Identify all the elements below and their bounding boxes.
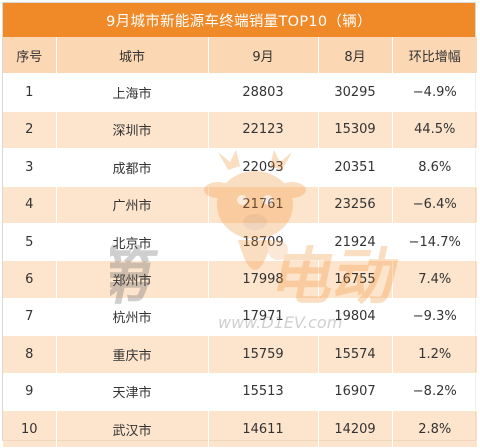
august-cell: 20351: [318, 148, 393, 187]
growth-cell: −4.9%: [392, 73, 477, 112]
table-row: 6 郑州市 17998 16755 7.4%: [3, 260, 477, 299]
city-cell: 杭州市: [56, 298, 209, 337]
august-cell: 23256: [318, 186, 393, 224]
table-row: 5 北京市 18709 21924 −14.7%: [3, 223, 477, 262]
growth-cell: −6.4%: [392, 186, 477, 224]
september-cell: 22093: [208, 148, 319, 187]
rank-cell: 10: [3, 410, 57, 448]
rank-cell: 1: [3, 73, 57, 112]
rank-cell: 3: [3, 148, 57, 187]
august-cell: 30295: [318, 73, 393, 112]
september-cell: 15513: [208, 373, 319, 411]
september-cell: 18709: [208, 223, 319, 262]
rank-cell: 8: [3, 335, 57, 374]
september-cell: 14611: [208, 410, 319, 448]
september-cell: 17971: [208, 298, 319, 337]
city-cell: 上海市: [56, 73, 209, 112]
header-august: 8月: [318, 37, 393, 75]
header-city: 城市: [56, 37, 209, 75]
august-cell: 19804: [318, 298, 393, 337]
table-row: 7 杭州市 17971 19804 −9.3%: [3, 298, 477, 337]
rank-cell: 4: [3, 186, 57, 224]
august-cell: 21924: [318, 223, 393, 262]
header-rank: 序号: [3, 37, 57, 75]
rank-cell: 6: [3, 260, 57, 299]
header-september: 9月: [208, 37, 319, 75]
table-row: 1 上海市 28803 30295 −4.9%: [3, 73, 477, 112]
september-cell: 28803: [208, 73, 319, 112]
growth-cell: −14.7%: [392, 223, 477, 262]
growth-cell: −8.2%: [392, 373, 477, 411]
growth-cell: 8.6%: [392, 148, 477, 187]
september-cell: 15759: [208, 335, 319, 374]
table-row: 10 武汉市 14611 14209 2.8%: [3, 410, 477, 448]
growth-cell: −9.3%: [392, 298, 477, 337]
city-cell: 郑州市: [56, 260, 209, 299]
city-cell: 北京市: [56, 223, 209, 262]
city-cell: 武汉市: [56, 410, 209, 448]
table-header-row: 序号 城市 9月 8月 环比增幅: [3, 37, 477, 75]
september-cell: 22123: [208, 111, 319, 150]
september-cell: 17998: [208, 260, 319, 299]
august-cell: 15309: [318, 111, 393, 150]
rank-cell: 2: [3, 111, 57, 150]
table-row: 2 深圳市 22123 15309 44.5%: [3, 111, 477, 150]
city-cell: 广州市: [56, 186, 209, 224]
rank-cell: 7: [3, 298, 57, 337]
august-cell: 14209: [318, 410, 393, 448]
city-cell: 天津市: [56, 373, 209, 411]
table-row: 4 广州市 21761 23256 −6.4%: [3, 186, 477, 224]
growth-cell: 2.8%: [392, 410, 477, 448]
header-mom-growth: 环比增幅: [392, 37, 477, 75]
growth-cell: 1.2%: [392, 335, 477, 374]
table-row: 8 重庆市 15759 15574 1.2%: [3, 335, 477, 374]
sales-table: 序号 城市 9月 8月 环比增幅 1 上海市 28803 30295 −4.9%…: [3, 37, 477, 448]
table-row: 9 天津市 15513 16907 −8.2%: [3, 373, 477, 411]
table-title: 9月城市新能源车终端销量TOP10（辆）: [3, 3, 475, 37]
august-cell: 16907: [318, 373, 393, 411]
august-cell: 15574: [318, 335, 393, 374]
growth-cell: 44.5%: [392, 111, 477, 150]
city-cell: 成都市: [56, 148, 209, 187]
growth-cell: 7.4%: [392, 260, 477, 299]
city-cell: 重庆市: [56, 335, 209, 374]
city-cell: 深圳市: [56, 111, 209, 150]
rank-cell: 9: [3, 373, 57, 411]
rank-cell: 5: [3, 223, 57, 262]
table-row: 3 成都市 22093 20351 8.6%: [3, 148, 477, 187]
september-cell: 21761: [208, 186, 319, 224]
august-cell: 16755: [318, 260, 393, 299]
